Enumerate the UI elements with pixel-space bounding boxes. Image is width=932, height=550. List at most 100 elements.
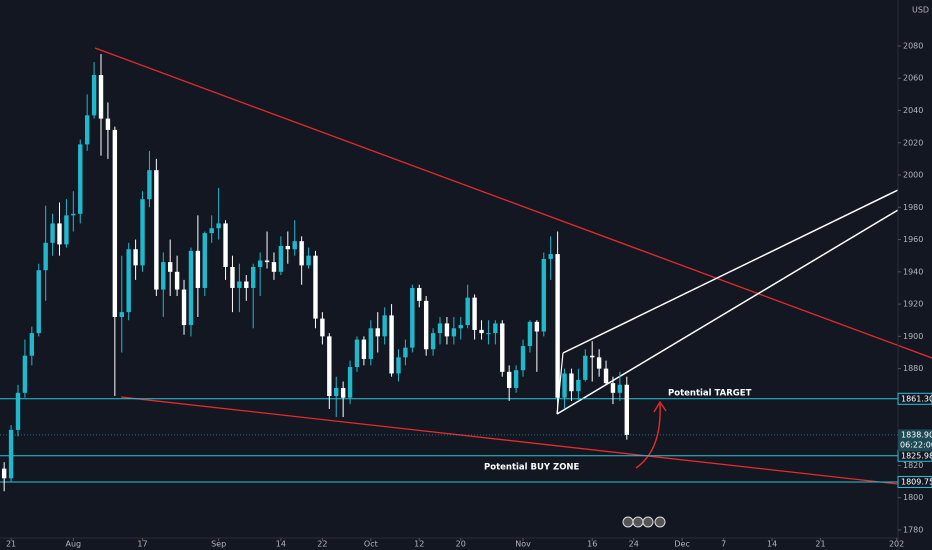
y-tick-label: 1960 — [903, 235, 923, 244]
annotation: Potential TARGET — [668, 389, 752, 399]
candle-body — [119, 312, 124, 317]
candle-body — [71, 213, 76, 216]
candle-body — [403, 347, 408, 358]
price-label: 1825.98 — [901, 451, 932, 460]
candle-body — [375, 328, 380, 337]
candle-body — [354, 339, 360, 368]
candle-body — [389, 315, 394, 374]
x-tick-label: 20 — [456, 540, 466, 549]
x-tick-label: 16 — [587, 540, 597, 549]
candle-body — [320, 318, 325, 337]
candle-body — [285, 246, 291, 250]
candle-body — [181, 289, 187, 326]
candle-body — [98, 75, 104, 119]
price-label: 1861.30 — [901, 394, 932, 403]
candle-body — [209, 228, 214, 234]
x-tick-label: Sep — [211, 540, 226, 549]
candle-body — [327, 336, 332, 397]
candle-body — [596, 357, 602, 369]
candle-body — [36, 270, 41, 334]
candle-body — [396, 357, 401, 374]
candle-body — [15, 392, 21, 430]
candle-body — [603, 368, 609, 384]
support-trendline — [120, 396, 899, 485]
candle-body — [382, 315, 387, 337]
candle-body — [84, 115, 90, 145]
x-tick-label: Aug — [66, 540, 82, 549]
y-tick-label: 1940 — [903, 267, 923, 276]
channel-upper — [562, 189, 899, 354]
y-tick-label: 1880 — [903, 364, 923, 373]
candle-body — [513, 370, 519, 388]
candle-body — [216, 223, 221, 229]
x-tick-label: 7 — [721, 540, 726, 549]
candle-body — [29, 333, 35, 356]
candle-body — [140, 199, 145, 266]
arrow-head — [653, 400, 667, 413]
resistance-trendline — [94, 47, 932, 359]
candle-body — [472, 297, 477, 330]
candle-body — [223, 223, 228, 267]
candle-body — [479, 329, 484, 334]
candle-body — [368, 328, 374, 359]
candle-body — [444, 323, 450, 337]
candle-body — [458, 325, 463, 329]
candle-body — [417, 287, 422, 301]
last-price-box — [898, 429, 932, 452]
candle-body — [244, 281, 249, 288]
candle-body — [112, 129, 118, 317]
candle-body — [541, 258, 546, 332]
y-tick-label: 1780 — [903, 525, 923, 534]
candle-body — [569, 373, 574, 392]
candle-body — [437, 323, 443, 334]
candle-body — [624, 384, 630, 435]
candle-body — [147, 170, 152, 200]
candle-body — [361, 339, 367, 359]
y-tick-label: 2060 — [903, 74, 923, 83]
candle-body — [154, 170, 159, 290]
candle-body — [500, 323, 505, 372]
candle-body — [43, 242, 48, 271]
candle-body — [50, 223, 55, 243]
x-tick-label: Oct — [364, 540, 378, 549]
candle-body — [264, 260, 270, 263]
candle-body — [292, 241, 297, 250]
x-tick-label: 21 — [815, 540, 825, 549]
y-tick-label: 2020 — [903, 138, 923, 147]
candle-body — [299, 241, 304, 266]
y-tick-label: 1800 — [903, 493, 923, 502]
candle-body — [1, 468, 7, 479]
candle-body — [534, 321, 540, 332]
candle-body — [195, 250, 201, 288]
candle-body — [78, 144, 83, 214]
candle-body — [555, 254, 560, 398]
candle-body — [251, 266, 256, 288]
candle-body — [347, 367, 353, 398]
candle-body — [174, 271, 180, 290]
y-tick-label: 1920 — [903, 300, 923, 309]
candle-body — [340, 387, 346, 398]
candle-body — [486, 333, 491, 335]
y-tick-label: 2000 — [903, 171, 923, 180]
candle-body — [237, 281, 242, 288]
candle-body — [493, 323, 498, 334]
x-tick-label: Dec — [674, 540, 689, 549]
candle-body — [334, 387, 339, 397]
x-tick-label: 14 — [767, 540, 777, 549]
x-tick-label: 24 — [629, 540, 639, 549]
candle-body — [583, 355, 588, 380]
candle-body — [520, 346, 526, 371]
candle-body — [527, 321, 533, 347]
candle-body — [188, 250, 194, 326]
x-tick-label: 17 — [137, 540, 147, 549]
candle-body — [57, 223, 62, 245]
countdown: 06:22:00 — [900, 440, 932, 449]
candle-body — [8, 429, 14, 479]
currency: USD — [912, 6, 929, 15]
x-tick-label: 202 — [889, 540, 904, 549]
candle-body — [230, 266, 235, 288]
candle-body — [105, 118, 111, 130]
channel-lower — [556, 209, 899, 415]
event-icons — [622, 516, 666, 528]
